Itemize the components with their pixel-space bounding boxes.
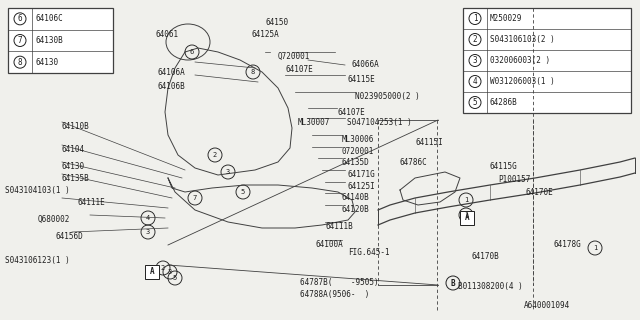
Text: N023905000(2 ): N023905000(2 ): [355, 92, 420, 101]
Text: 64171G: 64171G: [347, 170, 375, 179]
Text: 64786C: 64786C: [400, 158, 428, 167]
Text: B011308200(4 ): B011308200(4 ): [458, 282, 523, 291]
Text: 6: 6: [18, 14, 22, 23]
Text: 64150: 64150: [265, 18, 288, 27]
Text: 1: 1: [464, 197, 468, 203]
Text: 5: 5: [241, 189, 245, 195]
Text: 64125I: 64125I: [347, 182, 375, 191]
Text: 64170B: 64170B: [472, 252, 500, 261]
Text: FIG.645-1: FIG.645-1: [348, 248, 390, 257]
Text: 64130: 64130: [35, 58, 58, 67]
Text: 64170E: 64170E: [525, 188, 553, 197]
Text: 64111E: 64111E: [78, 198, 106, 207]
Text: 64135D: 64135D: [342, 158, 370, 167]
Text: Q680002: Q680002: [38, 215, 70, 224]
Text: P100157: P100157: [498, 175, 531, 184]
Text: 64788A(9506-  ): 64788A(9506- ): [300, 290, 369, 299]
Text: S043104103(1 ): S043104103(1 ): [5, 186, 70, 195]
Bar: [145, 265, 159, 279]
Text: S043106123(1 ): S043106123(1 ): [5, 256, 70, 265]
Text: Q720001: Q720001: [278, 52, 310, 61]
Text: 5: 5: [173, 275, 177, 281]
Text: 64061: 64061: [155, 30, 178, 39]
Text: 3: 3: [168, 269, 172, 275]
Text: 64106B: 64106B: [158, 82, 186, 91]
Text: 64115I: 64115I: [415, 138, 443, 147]
Text: 64107E: 64107E: [285, 65, 313, 74]
Bar: [463, 8, 631, 113]
Text: 64106C: 64106C: [35, 14, 63, 23]
Text: 64135B: 64135B: [62, 174, 90, 183]
Text: 2: 2: [473, 35, 477, 44]
Text: 64140B: 64140B: [342, 193, 370, 202]
Text: 3: 3: [473, 56, 477, 65]
Text: 1: 1: [593, 245, 597, 251]
Text: 64100A: 64100A: [315, 240, 343, 249]
Text: 64115E: 64115E: [347, 75, 375, 84]
Text: 5: 5: [473, 98, 477, 107]
Text: 64120B: 64120B: [342, 205, 370, 214]
Text: A640001094: A640001094: [524, 301, 570, 310]
Text: 64178G: 64178G: [553, 240, 580, 249]
Text: 64111B: 64111B: [325, 222, 353, 231]
Text: 7: 7: [18, 36, 22, 45]
Text: 3: 3: [226, 169, 230, 175]
Text: 64066A: 64066A: [351, 60, 379, 69]
Text: W031206003(1 ): W031206003(1 ): [490, 77, 555, 86]
Text: S047104253(1 ): S047104253(1 ): [347, 118, 412, 127]
Bar: [460, 211, 474, 225]
Bar: [8, 8, 113, 73]
Text: A: A: [465, 213, 469, 222]
Text: 64286B: 64286B: [490, 98, 518, 107]
Text: 6: 6: [190, 49, 194, 55]
Text: 64110B: 64110B: [62, 122, 90, 131]
Text: 2: 2: [161, 265, 165, 271]
Text: 64130B: 64130B: [35, 36, 63, 45]
Text: 1: 1: [473, 14, 477, 23]
Text: 64106A: 64106A: [158, 68, 186, 77]
Text: 4: 4: [473, 77, 477, 86]
Text: ML30007: ML30007: [298, 118, 330, 127]
Text: 64130: 64130: [62, 162, 85, 171]
Text: 7: 7: [193, 195, 197, 201]
Text: 3: 3: [146, 229, 150, 235]
Text: 0720001: 0720001: [342, 147, 374, 156]
Text: 1: 1: [464, 212, 468, 218]
Text: 8: 8: [18, 58, 22, 67]
Text: A: A: [150, 268, 154, 276]
Text: S043106103(2 ): S043106103(2 ): [490, 35, 555, 44]
Text: 2: 2: [213, 152, 217, 158]
Text: 64787B(    -9505): 64787B( -9505): [300, 278, 379, 287]
Text: B: B: [451, 278, 455, 287]
Text: ML30006: ML30006: [342, 135, 374, 144]
Text: 8: 8: [251, 69, 255, 75]
Text: 64104: 64104: [62, 145, 85, 154]
Text: 64156D: 64156D: [55, 232, 83, 241]
Text: 64115G: 64115G: [490, 162, 518, 171]
Text: M250029: M250029: [490, 14, 522, 23]
Text: 64125A: 64125A: [252, 30, 280, 39]
Text: 4: 4: [146, 215, 150, 221]
Text: 64107E: 64107E: [337, 108, 365, 117]
Text: 032006003(2 ): 032006003(2 ): [490, 56, 550, 65]
